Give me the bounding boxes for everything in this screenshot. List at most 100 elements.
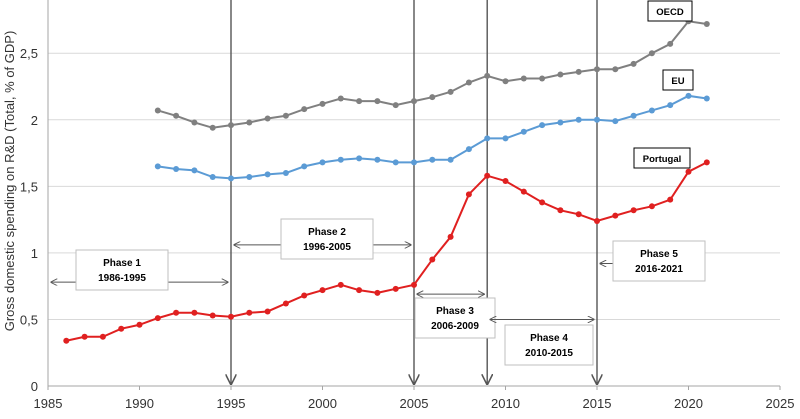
series-line-eu — [157, 94, 707, 180]
data-point-oecd — [630, 60, 637, 67]
series-label-oecd: OECD — [656, 7, 684, 18]
data-point-eu — [612, 118, 619, 125]
data-point-oecd — [575, 68, 582, 75]
data-point-eu — [502, 135, 509, 142]
data-point-eu — [228, 175, 234, 182]
data-point-oecd — [154, 107, 161, 114]
data-point-oecd — [502, 78, 509, 85]
data-series — [63, 18, 710, 344]
phase-box-2 — [280, 218, 374, 260]
data-point-eu — [356, 155, 363, 162]
data-point-eu — [630, 112, 637, 119]
series-line-oecd — [157, 20, 707, 129]
data-point-oecd — [612, 66, 619, 73]
phase-years: 2010-2015 — [525, 348, 573, 359]
x-tick-label: 1995 — [217, 396, 246, 411]
data-point-portugal — [411, 281, 417, 288]
data-point-oecd — [703, 20, 710, 27]
data-point-portugal — [99, 333, 106, 340]
y-tick-label: 2,5 — [20, 46, 38, 61]
data-point-eu — [173, 166, 180, 173]
data-point-portugal — [264, 308, 271, 315]
data-point-eu — [154, 163, 161, 170]
series-label-eu: EU — [671, 76, 684, 87]
data-point-oecd — [173, 112, 180, 119]
data-point-oecd — [594, 66, 600, 73]
data-point-eu — [209, 174, 216, 181]
phase-years: 1996-2005 — [303, 242, 351, 253]
y-axis-title: Gross domestic spending on R&D (Total, %… — [2, 31, 17, 332]
data-point-oecd — [484, 72, 491, 79]
data-point-portugal — [429, 256, 436, 263]
y-tick-label: 1,5 — [20, 179, 38, 194]
data-point-eu — [282, 170, 289, 177]
data-point-portugal — [136, 321, 143, 328]
data-point-portugal — [520, 188, 527, 195]
data-point-portugal — [282, 300, 289, 307]
data-point-eu — [484, 135, 491, 142]
data-point-portugal — [301, 292, 308, 299]
data-point-eu — [667, 102, 674, 109]
phase-annotations: Phase 1 1986-1995 Phase 2 1996-2005 Phase 3 2… — [51, 0, 706, 384]
data-point-eu — [301, 163, 308, 170]
data-point-eu — [411, 159, 417, 166]
data-point-eu — [319, 159, 326, 166]
data-point-portugal — [612, 212, 619, 219]
phase-years: 1986-1995 — [98, 273, 146, 284]
data-point-eu — [447, 156, 454, 163]
data-point-oecd — [648, 50, 655, 57]
data-point-eu — [575, 116, 582, 123]
data-point-oecd — [520, 75, 527, 82]
data-point-portugal — [447, 233, 454, 240]
data-point-portugal — [356, 287, 363, 294]
data-point-portugal — [173, 309, 180, 316]
data-point-portugal — [228, 313, 234, 320]
data-point-eu — [374, 156, 381, 163]
data-point-oecd — [465, 79, 472, 86]
phase-years: 2006-2009 — [431, 321, 479, 332]
data-point-oecd — [282, 112, 289, 119]
data-point-eu — [465, 146, 472, 153]
data-point-oecd — [264, 115, 271, 122]
data-point-eu — [557, 119, 564, 126]
series-line-portugal — [66, 161, 708, 342]
phase-title: Phase 5 — [640, 249, 678, 260]
data-point-portugal — [557, 207, 564, 214]
phase-box-1 — [75, 249, 169, 291]
phase-title: Phase 1 — [103, 258, 141, 269]
data-point-oecd — [447, 88, 454, 95]
data-point-portugal — [209, 312, 216, 319]
data-point-oecd — [557, 71, 564, 78]
data-point-portugal — [575, 211, 582, 218]
series-label-box-oecd — [647, 0, 693, 22]
data-point-eu — [337, 156, 344, 163]
x-tick-label: 2015 — [583, 396, 612, 411]
phase-box-5 — [612, 240, 706, 282]
phase-title: Phase 4 — [530, 333, 568, 344]
data-point-portugal — [703, 159, 710, 166]
data-point-eu — [703, 95, 710, 102]
data-point-portugal — [484, 172, 491, 179]
x-tick-label: 2005 — [400, 396, 429, 411]
data-point-portugal — [630, 207, 637, 214]
data-point-portugal — [246, 309, 253, 316]
data-point-eu — [520, 128, 527, 135]
x-tick-label: 2010 — [491, 396, 520, 411]
data-point-portugal — [191, 309, 198, 316]
data-point-eu — [539, 122, 546, 129]
data-point-eu — [594, 116, 600, 123]
series-label-box-portugal — [633, 147, 691, 169]
data-point-portugal — [319, 287, 326, 294]
data-point-portugal — [539, 199, 546, 206]
x-tick-label: 2000 — [308, 396, 337, 411]
series-label-portugal: Portugal — [643, 154, 682, 165]
phase-box-3 — [414, 297, 496, 339]
series-labels: OECD EU Portugal — [633, 0, 694, 169]
data-point-oecd — [228, 122, 234, 129]
y-tick-label: 0,5 — [20, 312, 38, 327]
data-point-portugal — [337, 281, 344, 288]
data-point-portugal — [81, 333, 88, 340]
y-tick-label: 2 — [31, 113, 38, 128]
data-point-portugal — [154, 315, 161, 322]
data-point-oecd — [337, 95, 344, 102]
